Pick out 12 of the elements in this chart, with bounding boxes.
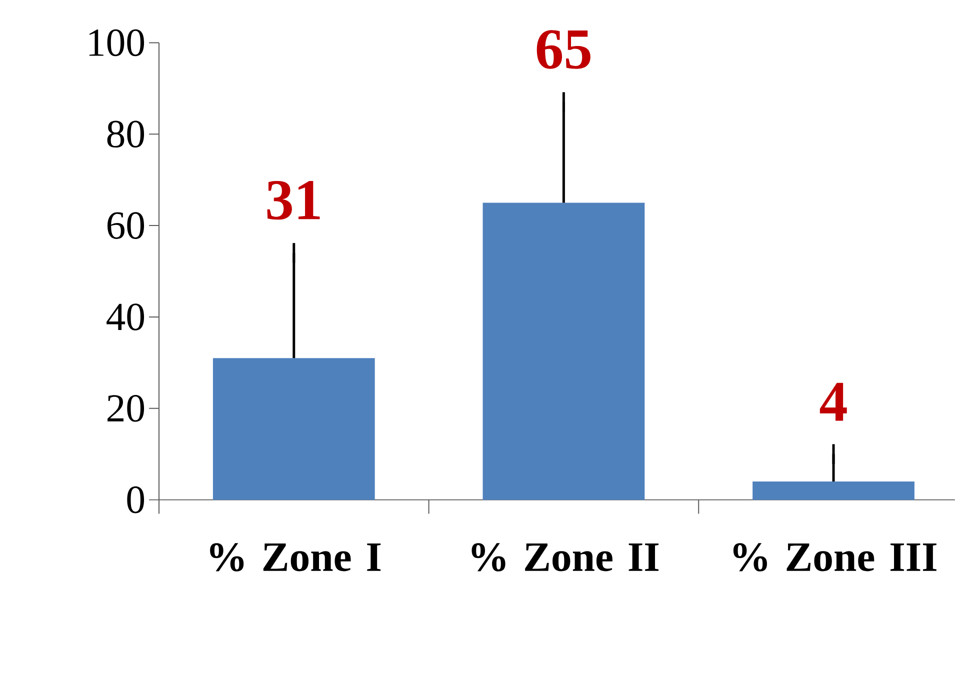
y-tick-label: 20: [108, 395, 144, 422]
data-label: 31: [267, 181, 320, 220]
x-tick-label: % Zone I: [210, 543, 381, 572]
y-tick-label: 100: [89, 30, 144, 56]
y-tick-label: 60: [108, 212, 144, 240]
y-tick-label: 0: [127, 486, 144, 514]
data-label: 65: [536, 30, 590, 70]
y-tick-label: 80: [107, 120, 144, 148]
y-tick-label: 40: [106, 304, 144, 331]
x-tick-label: % Zone III: [733, 543, 936, 572]
x-tick-label: % Zone II: [472, 543, 659, 572]
data-label: 4: [820, 383, 847, 421]
